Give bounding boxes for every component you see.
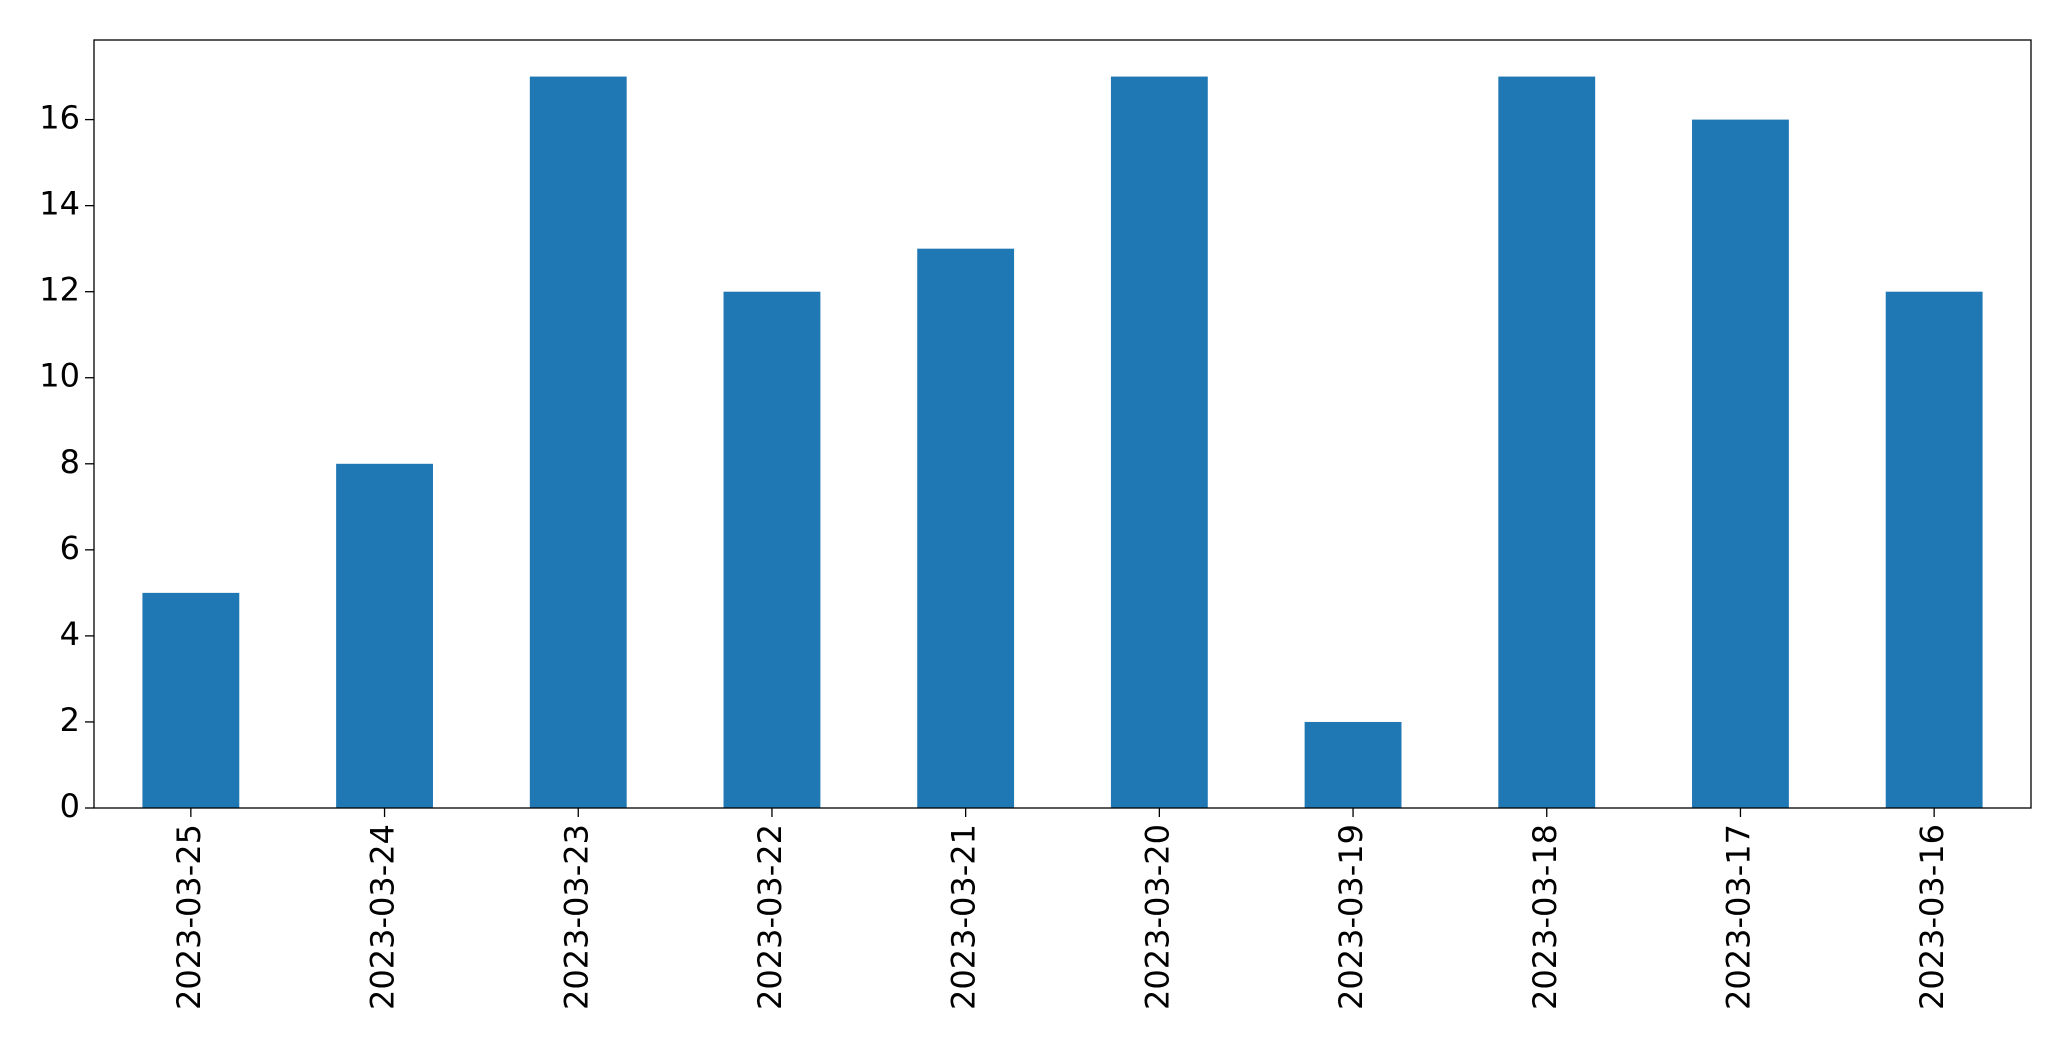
bar [1885,291,1983,808]
y-tick-label: 4 [60,615,80,653]
x-tick-label: 2023-03-18 [1526,824,1564,1010]
bar [1110,76,1208,809]
y-tick-label: 14 [39,185,80,223]
bar [142,592,240,808]
bar [336,463,433,808]
bar [917,248,1015,809]
y-tick-label: 6 [60,529,80,567]
bar [1692,119,1789,809]
x-tick-label: 2023-03-20 [1138,824,1176,1010]
x-tick-label: 2023-03-19 [1332,824,1370,1010]
bar [1498,76,1596,809]
bar [1304,721,1402,808]
y-tick-label: 10 [39,357,80,395]
bar [723,291,821,808]
x-tick-label: 2023-03-21 [945,824,983,1010]
x-tick-label: 2023-03-16 [1913,824,1951,1010]
y-tick-label: 12 [39,271,80,309]
y-tick-label: 0 [60,787,80,825]
bar [529,76,627,809]
x-tick-label: 2023-03-25 [170,824,208,1010]
y-tick-label: 2 [60,701,80,739]
x-tick-label: 2023-03-23 [557,824,595,1010]
x-tick-label: 2023-03-22 [751,824,789,1010]
x-tick-label: 2023-03-17 [1719,824,1757,1010]
y-tick-label: 16 [39,99,80,137]
x-tick-label: 2023-03-24 [364,824,402,1010]
y-tick-label: 8 [60,443,80,481]
plot-frame [93,39,2032,809]
